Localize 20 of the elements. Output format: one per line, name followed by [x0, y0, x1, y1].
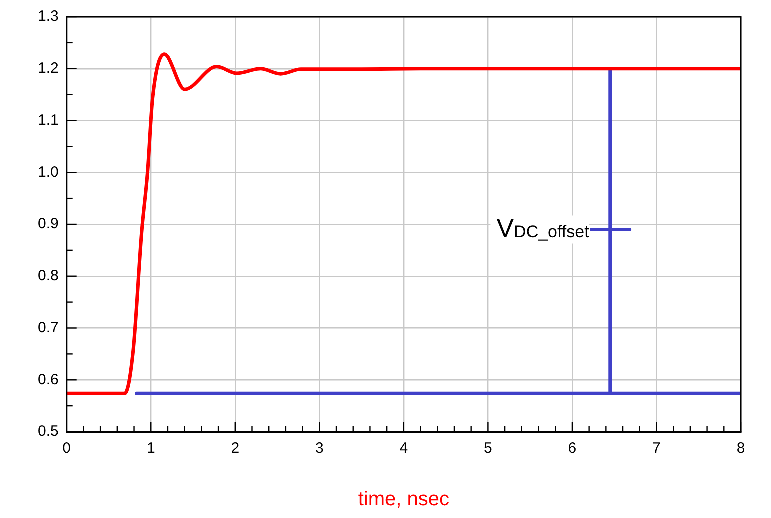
- x-axis-title: time, nsec: [358, 488, 450, 511]
- y-tick-label: 0.6: [38, 371, 59, 388]
- y-tick-label: 1.2: [38, 60, 59, 78]
- annotation: VDC_offset: [496, 212, 590, 243]
- x-tick-label: 5: [484, 440, 492, 458]
- x-tick-label: 4: [400, 440, 408, 458]
- x-tick-label: 2: [231, 440, 240, 458]
- y-tick-label: 1.3: [38, 8, 59, 26]
- x-tick-label: 6: [568, 440, 577, 458]
- x-tick-label: 7: [652, 440, 661, 458]
- y-tick-label: 0.8: [38, 268, 59, 285]
- y-tick-label: 1.0: [38, 164, 59, 181]
- y-tick-label: 0.9: [38, 216, 59, 233]
- x-tick-label: 0: [62, 440, 72, 458]
- x-tick-label: 1: [146, 440, 156, 458]
- x-tick-label: 3: [315, 440, 324, 458]
- y-tick-label: 0.7: [38, 319, 59, 336]
- y-tick-label: 1.1: [38, 112, 59, 129]
- y-tick-label: 0.5: [38, 423, 59, 440]
- x-tick-label: 8: [736, 440, 746, 458]
